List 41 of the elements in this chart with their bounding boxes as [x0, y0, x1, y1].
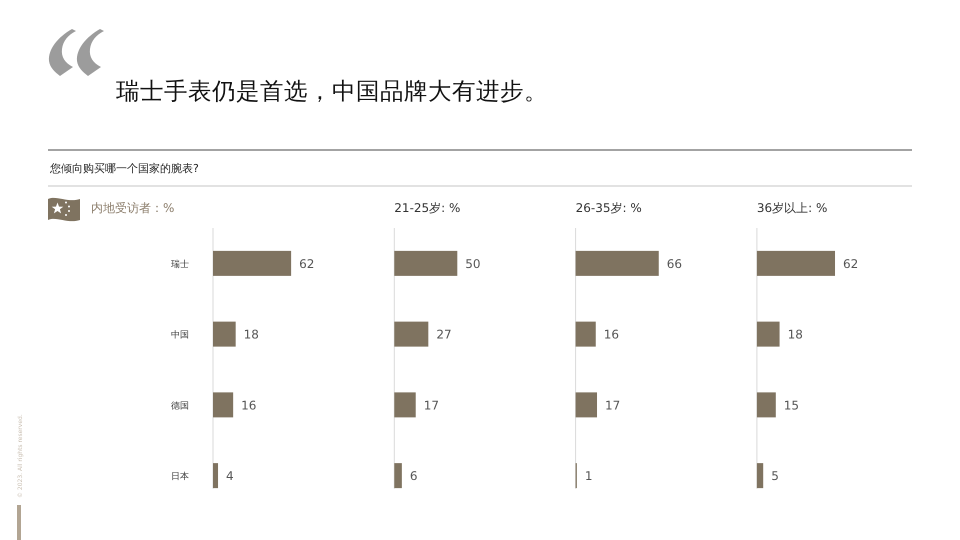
- bar: [756, 322, 780, 347]
- bar: [213, 250, 292, 276]
- text: 瑞士手表仍是首选，中国品牌大有进步。: [116, 77, 548, 105]
- data-label: 5: [771, 469, 779, 484]
- data-label: 27: [436, 328, 452, 342]
- data-label: 18: [244, 328, 259, 342]
- chart-title: 内地受访者：%: [91, 201, 174, 215]
- data-label: 4: [226, 469, 234, 484]
- data-label: 1: [584, 469, 592, 484]
- bar: [394, 322, 428, 347]
- data-label: 16: [241, 398, 256, 412]
- y-tick-label: 德国: [171, 400, 189, 412]
- data-label: 18: [788, 328, 803, 342]
- bar: [756, 463, 764, 488]
- y-tick-label: 中国: [171, 330, 189, 341]
- bar: [756, 250, 836, 276]
- text: 您倾向购买哪一个国家的腕表?: [49, 162, 199, 175]
- bar: [213, 322, 236, 347]
- data-label: 50: [465, 256, 481, 271]
- y-tick-label: 日本: [171, 471, 189, 482]
- data-label: 16: [604, 328, 620, 342]
- chart-title: 21-25岁: %: [394, 201, 460, 215]
- data-label: 66: [666, 256, 682, 271]
- bar: [756, 392, 776, 418]
- data-label: 17: [605, 398, 620, 412]
- chart-title: 36岁以上: %: [756, 201, 828, 215]
- y-tick-label: 瑞士: [171, 258, 189, 270]
- data-label: 62: [843, 256, 858, 271]
- bar: [213, 392, 234, 418]
- bar: [576, 322, 596, 347]
- data-label: 15: [784, 398, 800, 412]
- chart-title: 26-35岁: %: [576, 201, 642, 215]
- bar: [394, 392, 416, 418]
- data-label: 62: [299, 256, 314, 271]
- data-label: 17: [424, 398, 439, 412]
- data-label: 6: [410, 469, 418, 484]
- bar: [394, 463, 402, 488]
- bar: [394, 250, 458, 276]
- bar: [576, 250, 659, 276]
- bar: [213, 463, 218, 488]
- bar: [576, 392, 598, 418]
